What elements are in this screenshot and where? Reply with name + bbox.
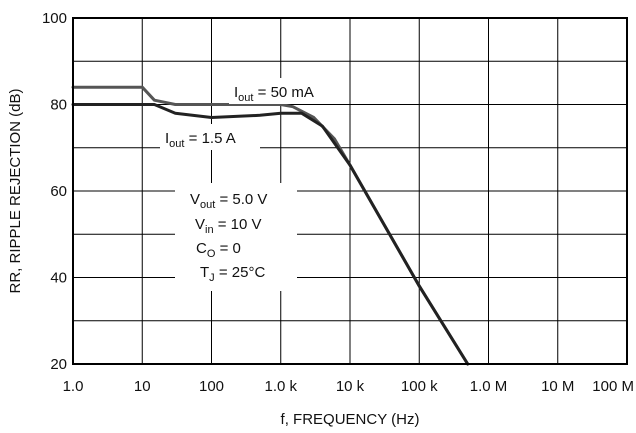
x-tick-label: 100 M	[592, 378, 634, 395]
series-line-1	[71, 103, 470, 366]
x-axis-title: f, FREQUENCY (Hz)	[281, 411, 420, 428]
series-lines	[71, 85, 470, 366]
condition-vin: Vin = 10 V	[195, 216, 262, 236]
tick-labels: 1.0 10 100 1.0 k 10 k 100 k 1.0 M 10 M 100 M 20 40…	[42, 10, 634, 395]
series-label-50ma: Iout = 50 mA	[234, 84, 314, 104]
annotations: Iout = 50 mA Iout = 1.5 A Vout = 5.0 V V…	[160, 78, 335, 291]
x-tick-label: 10 M	[541, 378, 574, 395]
y-tick-label: 80	[50, 97, 67, 114]
x-tick-label: 1.0 M	[470, 378, 508, 395]
conditions-bg	[175, 183, 297, 291]
condition-tj: TJ = 25°C	[200, 264, 265, 284]
y-axis-title: RR, RIPPLE REJECTION (dB)	[7, 88, 24, 293]
y-tick-label: 40	[50, 270, 67, 287]
x-tick-label: 10	[134, 378, 151, 395]
x-tick-label: 1.0	[63, 378, 84, 395]
x-tick-label: 1.0 k	[264, 378, 297, 395]
y-tick-label: 60	[50, 183, 67, 200]
series-label-1-5a: Iout = 1.5 A	[165, 130, 236, 150]
condition-vout: Vout = 5.0 V	[190, 191, 267, 211]
condition-co: CO = 0	[196, 240, 241, 260]
chart-grid	[73, 18, 627, 364]
y-tick-label: 20	[50, 356, 67, 373]
x-tick-label: 100	[199, 378, 224, 395]
plot-frame	[72, 17, 628, 365]
series-label-bg-50ma	[229, 78, 335, 104]
x-tick-label: 100 k	[401, 378, 438, 395]
y-tick-label: 100	[42, 10, 67, 27]
x-tick-label: 10 k	[336, 378, 365, 395]
series-label-bg-1-5a	[160, 124, 260, 150]
